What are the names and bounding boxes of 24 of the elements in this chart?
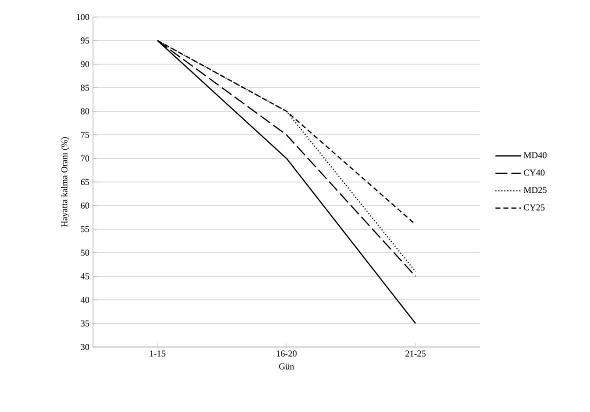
y-tick-label: 45 <box>80 273 90 280</box>
x-tick-label: 21-25 <box>405 350 426 357</box>
x-tick-label: 16-20 <box>276 350 297 357</box>
y-tick-label: 30 <box>80 344 90 350</box>
y-tick-label: 75 <box>81 132 90 138</box>
y-tick-label: 50 <box>81 250 90 256</box>
y-tick-label: 90 <box>80 61 90 68</box>
y-tick-label: 35 <box>80 320 90 326</box>
legend-label: CY25 <box>524 204 545 210</box>
y-tick-label: 85 <box>80 84 90 91</box>
legend-label: MD40 <box>524 152 547 158</box>
y-tick-label: 80 <box>80 108 90 114</box>
x-tick-label: 1-15 <box>150 350 166 357</box>
x-axis-title: Gün <box>279 363 294 370</box>
y-tick-label: 60 <box>80 202 90 209</box>
y-tick-label: 55 <box>81 226 90 232</box>
y-tick-label: 40 <box>80 296 90 303</box>
y-tick-label: 100 <box>76 14 90 20</box>
y-tick-label: 65 <box>80 178 90 186</box>
y-tick-label: 70 <box>81 155 90 162</box>
legend-label: MD25 <box>524 187 547 194</box>
legend-label: CY40 <box>524 170 545 176</box>
y-tick-label: 95 <box>80 38 90 44</box>
y-axis-title: Hayatta kalma Oranı (%) <box>61 137 70 227</box>
